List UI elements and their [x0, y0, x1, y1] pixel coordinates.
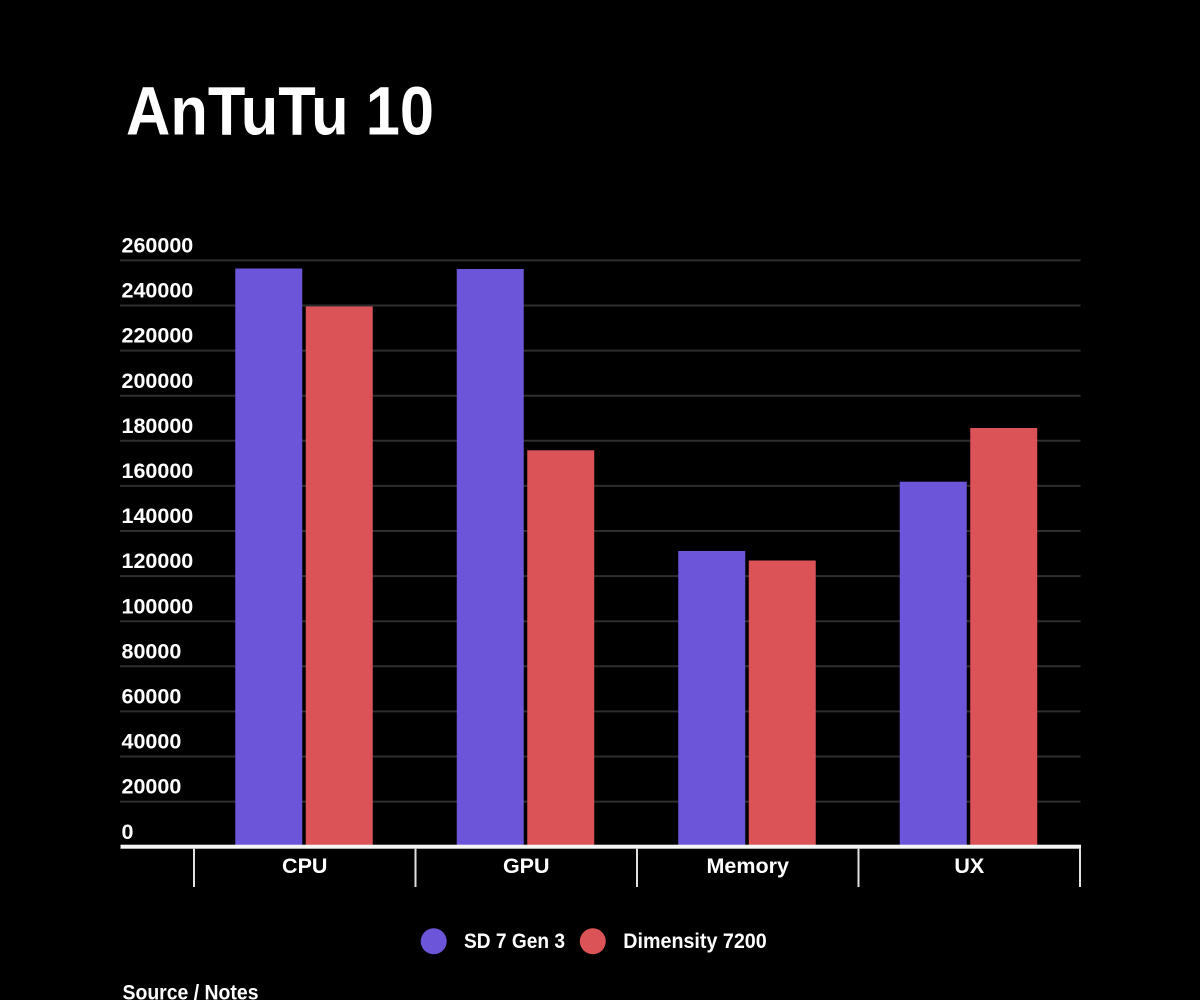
svg-text:260000: 260000 [122, 234, 194, 258]
svg-text:Memory: Memory [707, 854, 789, 878]
svg-text:UX: UX [954, 854, 985, 878]
svg-text:140000: 140000 [122, 504, 194, 528]
svg-text:80000: 80000 [122, 639, 182, 663]
svg-text:AnTuTu 10: AnTuTu 10 [126, 73, 434, 150]
svg-text:220000: 220000 [122, 324, 194, 348]
svg-text:Dimensity 7200: Dimensity 7200 [623, 929, 766, 953]
svg-text:100000: 100000 [122, 594, 194, 618]
svg-text:GPU: GPU [503, 854, 550, 878]
svg-text:120000: 120000 [122, 549, 194, 573]
svg-text:CPU: CPU [282, 854, 327, 878]
svg-text:Source / Notes: Source / Notes [123, 982, 259, 1000]
svg-text:SD 7 Gen 3: SD 7 Gen 3 [464, 929, 565, 953]
svg-text:200000: 200000 [122, 369, 194, 393]
svg-text:40000: 40000 [122, 730, 182, 754]
svg-text:0: 0 [122, 820, 134, 844]
svg-text:20000: 20000 [122, 775, 182, 799]
svg-text:60000: 60000 [122, 685, 182, 709]
svg-text:240000: 240000 [122, 279, 194, 303]
svg-text:160000: 160000 [122, 459, 194, 483]
svg-text:180000: 180000 [122, 414, 194, 438]
